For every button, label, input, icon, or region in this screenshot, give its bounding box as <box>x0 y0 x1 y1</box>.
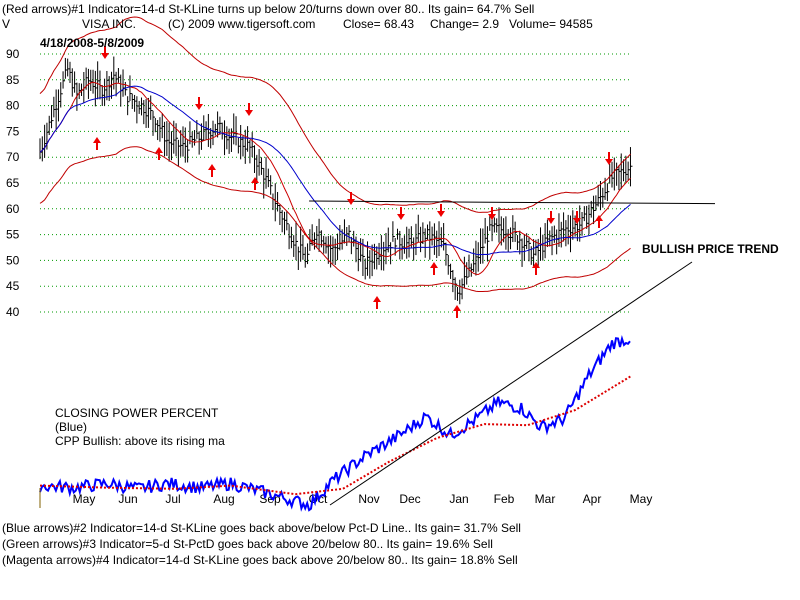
y-tick-label: 45 <box>6 279 20 293</box>
arrow-head <box>347 199 355 205</box>
down-arrow-icon <box>547 211 555 224</box>
y-tick-label: 40 <box>6 305 20 319</box>
arrow-head <box>532 262 540 268</box>
close-label: Close= 68.43 <box>343 17 415 31</box>
x-tick-label: May <box>73 492 96 506</box>
upper-band <box>39 16 631 213</box>
arrow-head <box>93 137 101 143</box>
down-arrow-icon <box>488 207 496 220</box>
company-label: VISA INC. <box>82 17 137 31</box>
x-tick-label: Dec <box>399 492 420 506</box>
fast-moving-average <box>39 81 631 276</box>
y-tick-label: 75 <box>6 124 20 138</box>
header-indicator-line: (Red arrows)#1 Indicator=14-d St-KLine t… <box>2 2 535 16</box>
arrow-head <box>251 177 259 183</box>
y-tick-label: 90 <box>6 47 20 61</box>
cpp-title: CLOSING POWER PERCENT <box>55 406 219 420</box>
up-arrow-icon <box>208 164 216 177</box>
x-tick-label: Apr <box>583 492 602 506</box>
arrow-head <box>101 53 109 59</box>
footer-line-green: (Green arrows)#3 Indicator=5-d St-PctD g… <box>2 537 493 551</box>
down-arrow-icon <box>437 204 445 217</box>
up-arrow-icon <box>595 215 603 228</box>
indicator-lines <box>39 81 716 276</box>
up-arrow-icon <box>453 305 461 318</box>
arrow-head <box>430 262 438 268</box>
symbol-label: V <box>2 17 11 31</box>
arrow-head <box>373 296 381 302</box>
bullish-trendline <box>329 261 693 506</box>
footer-line-magenta: (Magenta arrows)#4 Indicator=14-d St-KLi… <box>2 553 518 567</box>
x-tick-label: Nov <box>358 492 379 506</box>
date-range-label: 4/18/2008-5/8/2009 <box>40 36 145 50</box>
down-arrow-icon <box>195 97 203 110</box>
down-arrow-icon <box>245 103 253 116</box>
y-axis-ticks: 90 85 80 75 70 65 60 55 50 45 40 <box>6 47 20 319</box>
down-arrow-icon <box>605 152 613 165</box>
x-tick-label: May <box>630 492 653 506</box>
x-tick-label: Jul <box>165 492 180 506</box>
closing-power-panel <box>39 335 633 512</box>
arrow-head <box>245 110 253 116</box>
y-tick-label: 85 <box>6 73 20 87</box>
up-arrow-icon <box>93 137 101 150</box>
arrow-head <box>547 218 555 224</box>
volume-label: Volume= 94585 <box>509 17 593 31</box>
arrow-head <box>155 147 163 153</box>
cpp-line <box>39 335 631 512</box>
y-tick-label: 60 <box>6 202 20 216</box>
signal-arrows <box>93 46 613 318</box>
resistance-line <box>309 200 716 205</box>
slow-moving-average <box>39 85 631 256</box>
cpp-blue-label: (Blue) <box>55 420 88 434</box>
y-tick-label: 65 <box>6 176 20 190</box>
x-axis-ticks: May Jun Jul Aug Sep Oct Nov Dec Jan Feb Mar Apr May <box>73 492 653 506</box>
arrow-head <box>397 214 405 220</box>
y-tick-label: 70 <box>6 150 20 164</box>
up-arrow-icon <box>532 262 540 275</box>
arrow-head <box>437 211 445 217</box>
down-arrow-icon <box>573 211 581 224</box>
bands <box>39 16 631 292</box>
down-arrow-icon <box>397 207 405 220</box>
up-arrow-icon <box>251 177 259 190</box>
change-label: Change= 2.9 <box>430 17 500 31</box>
bullish-trend-label: BULLISH PRICE TREND <box>642 242 779 256</box>
arrow-head <box>453 305 461 311</box>
x-tick-label: Mar <box>535 492 556 506</box>
y-tick-label: 55 <box>6 228 20 242</box>
x-tick-label: Aug <box>213 492 234 506</box>
arrow-head <box>605 159 613 165</box>
up-arrow-icon <box>373 296 381 309</box>
arrow-head <box>208 164 216 170</box>
arrow-head <box>488 214 496 220</box>
down-arrow-icon <box>347 192 355 205</box>
arrow-head <box>195 104 203 110</box>
arrow-head <box>595 215 603 221</box>
grid-lines <box>40 53 632 313</box>
down-arrow-icon <box>101 46 109 59</box>
lower-band <box>39 146 631 292</box>
x-tick-label: Feb <box>494 492 515 506</box>
cpp-note: CPP Bullish: above its rising ma <box>55 434 225 448</box>
x-tick-label: Jan <box>449 492 468 506</box>
up-arrow-icon <box>430 262 438 275</box>
x-tick-label: Jun <box>118 492 137 506</box>
cpp-moving-average <box>39 374 633 496</box>
y-tick-label: 80 <box>6 99 20 113</box>
copyright-label: (C) 2009 www.tigersoft.com <box>168 17 316 31</box>
up-arrow-icon <box>155 147 163 160</box>
footer-line-blue: (Blue arrows)#2 Indicator=14-d St-KLine … <box>2 521 521 535</box>
y-tick-label: 50 <box>6 253 20 267</box>
arrow-head <box>573 218 581 224</box>
